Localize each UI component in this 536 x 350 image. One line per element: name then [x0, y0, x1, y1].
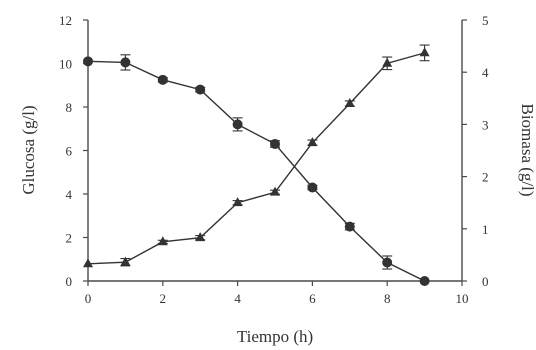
y-right-tick-label: 2: [482, 170, 489, 185]
series-triangle: [83, 44, 430, 268]
data-point-circle: [83, 56, 93, 67]
data-point-triangle: [195, 232, 206, 242]
y-left-tick-label: 10: [59, 57, 72, 72]
data-point-triangle: [157, 236, 168, 246]
x-tick-label: 8: [384, 291, 391, 306]
y-right-tick-label: 0: [482, 274, 489, 289]
data-point-circle: [157, 74, 168, 85]
series-circle: [83, 54, 430, 286]
y-right-tick-label: 3: [482, 117, 489, 132]
data-point-triangle: [307, 137, 318, 147]
data-point-circle: [382, 257, 393, 268]
y-left-tick-label: 2: [66, 231, 73, 246]
x-tick-label: 6: [309, 291, 316, 306]
data-point-circle: [120, 57, 131, 68]
y-right-tick-label: 1: [482, 222, 489, 237]
x-tick-label: 2: [160, 291, 167, 306]
data-point-triangle: [232, 197, 243, 207]
data-series: [83, 44, 430, 286]
data-point-triangle: [83, 258, 93, 268]
data-point-triangle: [270, 186, 280, 196]
y-left-tick-label: 4: [66, 187, 73, 202]
x-tick-label: 10: [456, 291, 469, 306]
y-left-axis-title: Glucosa (g/l): [19, 105, 38, 194]
data-point-triangle: [120, 256, 131, 266]
x-tick-label: 0: [85, 291, 92, 306]
y-right-tick-label: 5: [482, 13, 489, 28]
data-point-circle: [195, 84, 206, 95]
y-left-tick-label: 6: [66, 144, 73, 159]
y-left-tick-label: 8: [66, 100, 73, 115]
axes: [87, 20, 463, 282]
data-point-circle: [232, 119, 243, 130]
data-point-triangle: [344, 97, 355, 107]
data-point-triangle: [382, 57, 393, 67]
series-line: [87, 60, 425, 282]
data-point-circle: [419, 276, 430, 286]
y-right-axis-title: Biomasa (g/l): [518, 103, 536, 196]
x-tick-label: 4: [234, 291, 241, 306]
y-left-tick-label: 0: [66, 274, 73, 289]
data-point-circle: [344, 221, 355, 232]
data-point-triangle: [419, 47, 430, 57]
y-right-tick-label: 4: [482, 65, 489, 80]
x-axis-title: Tiempo (h): [237, 327, 313, 346]
y-left-tick-label: 12: [59, 13, 72, 28]
series-line: [87, 52, 425, 265]
data-point-circle: [270, 138, 280, 149]
data-point-circle: [307, 182, 318, 193]
